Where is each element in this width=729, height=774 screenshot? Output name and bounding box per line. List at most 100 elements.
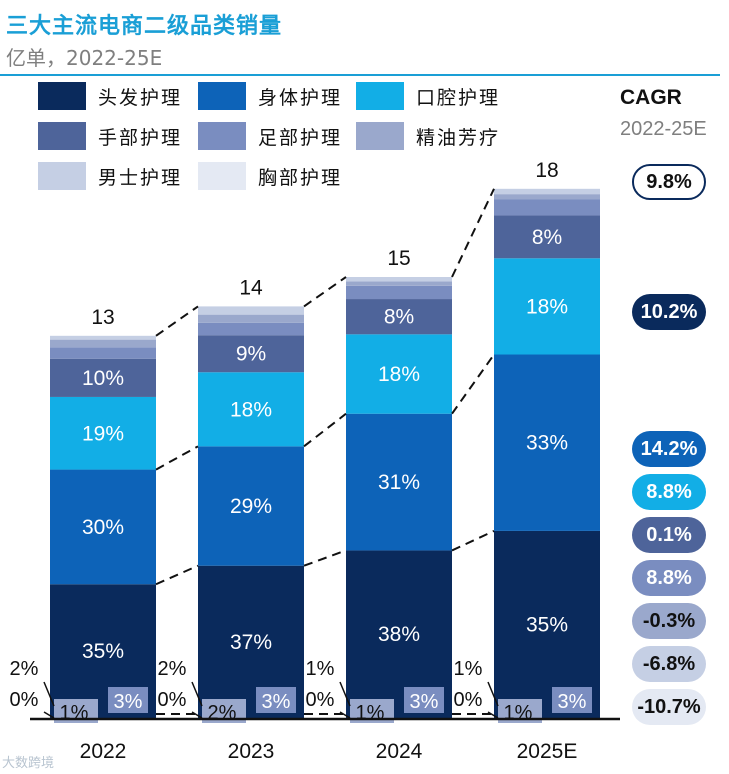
chart-subtitle: 亿单，2022-25E [6, 46, 163, 70]
legend-label: 男士护理 [98, 166, 183, 189]
bar-segment [198, 335, 304, 373]
segment-label: 2% [208, 702, 237, 724]
bar-segment [50, 347, 156, 359]
legend-item: 口腔护理 [356, 82, 500, 110]
cagr-pill: -0.3% [632, 603, 706, 639]
segment-label: 38% [378, 623, 420, 646]
segment-label: 19% [82, 422, 124, 445]
segment-label: 18% [378, 363, 420, 386]
legend-item: 足部护理 [198, 122, 342, 150]
bar-segment [198, 322, 304, 336]
title-divider [0, 74, 720, 76]
legend-swatch [38, 82, 86, 110]
bar-segment [198, 446, 304, 566]
small-label-box [108, 687, 148, 713]
segment-label: 9% [236, 343, 266, 366]
legend-label: 头发护理 [98, 86, 183, 109]
chart-title: 三大主流电商二级品类销量 [6, 14, 283, 39]
cagr-pill: -6.8% [632, 646, 706, 682]
legend-swatch [198, 82, 246, 110]
legend-swatch [356, 122, 404, 150]
legend-label: 手部护理 [98, 126, 183, 149]
legend-item: 头发护理 [38, 82, 182, 110]
bar-segment [494, 199, 600, 216]
legend-item: 男士护理 [38, 162, 182, 190]
cagr-pill: 8.8% [632, 560, 706, 596]
total-label: 14 [239, 276, 263, 299]
segment-label: 18% [526, 295, 568, 318]
outside-label: 0% [10, 689, 39, 711]
x-tick-label: 2023 [228, 740, 275, 763]
bar-segment [494, 194, 600, 200]
bar-segment [346, 281, 452, 286]
bar-segment [346, 299, 452, 335]
legend-swatch [38, 162, 86, 190]
legend-label: 身体护理 [258, 86, 343, 109]
bar-segment [198, 306, 304, 315]
bar-segment [494, 354, 600, 531]
segment-label: 37% [230, 631, 272, 654]
legend-item: 身体护理 [198, 82, 342, 110]
outside-label: 0% [158, 689, 187, 711]
outside-label: 0% [306, 689, 335, 711]
connector-line [155, 305, 199, 337]
bar-segment [346, 334, 452, 414]
outside-label: 0% [454, 689, 483, 711]
segment-label: 1% [60, 702, 89, 724]
bar-segment [494, 215, 600, 259]
segment-label: 8% [532, 226, 562, 249]
small-label-box [256, 687, 296, 713]
segment-label: 35% [526, 613, 568, 636]
cagr-pill: 0.1% [632, 517, 706, 553]
legend-item: 手部护理 [38, 122, 182, 150]
bar-segment [494, 188, 600, 195]
outside-label: 1% [306, 658, 335, 680]
total-label: 15 [387, 247, 410, 270]
x-tick-label: 2024 [376, 740, 423, 763]
legend: 头发护理手部护理男士护理 身体护理足部护理胸部护理 口腔护理精油芳疗 [38, 82, 598, 192]
leader-line [339, 681, 351, 707]
connector-line [451, 353, 495, 415]
bar-segment [346, 277, 452, 282]
leader-line [43, 681, 55, 707]
bar-segment [50, 396, 156, 470]
bar-segment [494, 530, 600, 718]
cagr-pill: -10.7% [632, 689, 706, 725]
segment-label: 10% [82, 367, 124, 390]
legend-swatch [198, 162, 246, 190]
cagr-pill: 10.2% [632, 294, 706, 330]
total-label: 13 [91, 306, 114, 329]
outside-label: 2% [10, 658, 39, 680]
small-label-box [404, 687, 444, 713]
segment-label: 30% [82, 516, 124, 539]
legend-swatch [198, 122, 246, 150]
bar-segment [346, 413, 452, 551]
bar-segment [50, 469, 156, 585]
leader-line [191, 681, 203, 707]
bar-segment [198, 372, 304, 447]
cagr-pill: 8.8% [632, 474, 706, 510]
segment-label: 3% [114, 691, 143, 713]
connector-line [451, 530, 495, 552]
segment-label: 8% [384, 306, 414, 329]
segment-label: 3% [558, 691, 587, 713]
outside-label: 2% [158, 658, 187, 680]
legend-label: 口腔护理 [416, 86, 501, 109]
legend-swatch [356, 82, 404, 110]
bar-segment [50, 358, 156, 397]
segment-label: 1% [504, 702, 533, 724]
segment-label: 3% [410, 691, 439, 713]
segment-label: 3% [262, 691, 291, 713]
total-label: 18 [535, 159, 558, 182]
legend-item: 胸部护理 [198, 162, 342, 190]
connector-line [303, 549, 347, 567]
connector-line [155, 445, 199, 471]
leader-line [487, 681, 499, 707]
legend-label: 精油芳疗 [416, 126, 501, 149]
cagr-range: 2022-25E [620, 118, 707, 140]
connector-line [303, 276, 347, 308]
segment-label: 1% [356, 702, 385, 724]
connector-line [451, 188, 495, 278]
leader-line [43, 711, 55, 719]
